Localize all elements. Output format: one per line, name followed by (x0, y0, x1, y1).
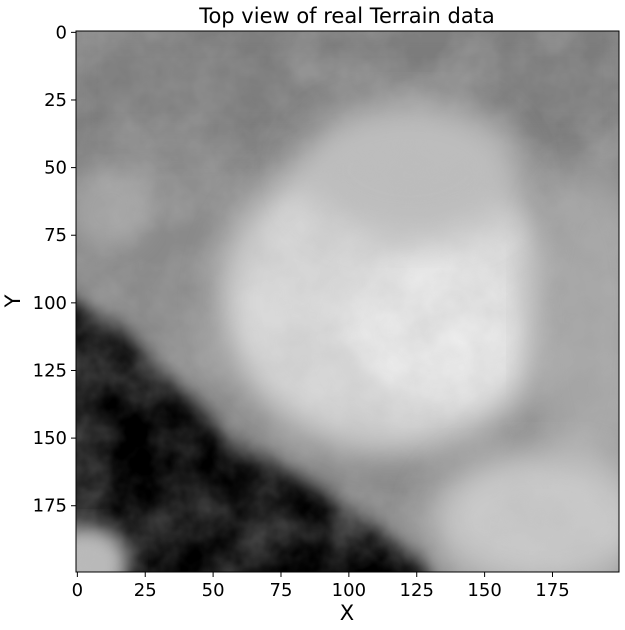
heatmap-image (76, 31, 619, 572)
x-tick-label: 175 (535, 580, 569, 601)
plot-frame (75, 30, 620, 573)
x-tick-label: 50 (202, 580, 225, 601)
y-tick-label: 150 (33, 428, 67, 449)
y-axis-ticks: 0 25 50 75 100 125 150 175 (33, 22, 76, 517)
x-axis-ticks: 0 25 50 75 100 125 150 175 (72, 572, 570, 601)
x-tick-label: 125 (400, 580, 434, 601)
x-tick-label: 75 (270, 580, 293, 601)
y-tick-label: 175 (33, 496, 67, 517)
x-tick-label: 100 (332, 580, 366, 601)
chart-title: Top view of real Terrain data (198, 4, 495, 28)
x-tick-label: 0 (72, 580, 83, 601)
x-tick-label: 150 (467, 580, 501, 601)
y-tick-label: 0 (56, 22, 67, 43)
y-tick-label: 25 (44, 90, 67, 111)
y-tick-label: 100 (33, 293, 67, 314)
y-tick-label: 75 (44, 225, 67, 246)
y-tick-label: 125 (33, 360, 67, 381)
y-tick-label: 50 (44, 158, 67, 179)
y-axis-label: Y (1, 294, 25, 308)
x-axis-label: X (340, 601, 354, 625)
x-tick-label: 25 (134, 580, 157, 601)
heatmap-texture (76, 31, 619, 572)
